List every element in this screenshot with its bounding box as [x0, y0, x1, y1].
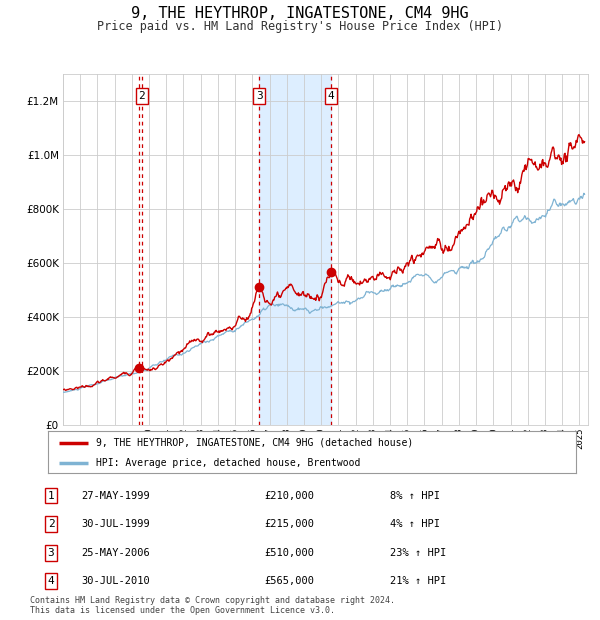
- Text: 4: 4: [47, 576, 55, 587]
- Text: £210,000: £210,000: [264, 490, 314, 501]
- Text: £565,000: £565,000: [264, 576, 314, 587]
- Text: 25-MAY-2006: 25-MAY-2006: [81, 547, 150, 558]
- Text: 30-JUL-1999: 30-JUL-1999: [81, 519, 150, 529]
- Text: 1: 1: [47, 490, 55, 501]
- Text: 4% ↑ HPI: 4% ↑ HPI: [390, 519, 440, 529]
- Text: HPI: Average price, detached house, Brentwood: HPI: Average price, detached house, Bren…: [95, 458, 360, 467]
- Text: Contains HM Land Registry data © Crown copyright and database right 2024.
This d: Contains HM Land Registry data © Crown c…: [30, 596, 395, 615]
- Text: 8% ↑ HPI: 8% ↑ HPI: [390, 490, 440, 501]
- Text: 21% ↑ HPI: 21% ↑ HPI: [390, 576, 446, 587]
- Text: 9, THE HEYTHROP, INGATESTONE, CM4 9HG (detached house): 9, THE HEYTHROP, INGATESTONE, CM4 9HG (d…: [95, 438, 413, 448]
- Text: 30-JUL-2010: 30-JUL-2010: [81, 576, 150, 587]
- Text: 2: 2: [47, 519, 55, 529]
- Text: Price paid vs. HM Land Registry's House Price Index (HPI): Price paid vs. HM Land Registry's House …: [97, 20, 503, 33]
- Text: 3: 3: [47, 547, 55, 558]
- Bar: [259, 74, 331, 425]
- Text: £215,000: £215,000: [264, 519, 314, 529]
- Text: £510,000: £510,000: [264, 547, 314, 558]
- Text: 4: 4: [328, 91, 335, 101]
- Text: 9, THE HEYTHROP, INGATESTONE, CM4 9HG: 9, THE HEYTHROP, INGATESTONE, CM4 9HG: [131, 6, 469, 21]
- Text: 3: 3: [256, 91, 263, 101]
- Text: 23% ↑ HPI: 23% ↑ HPI: [390, 547, 446, 558]
- Text: 27-MAY-1999: 27-MAY-1999: [81, 490, 150, 501]
- Text: 2: 2: [139, 91, 145, 101]
